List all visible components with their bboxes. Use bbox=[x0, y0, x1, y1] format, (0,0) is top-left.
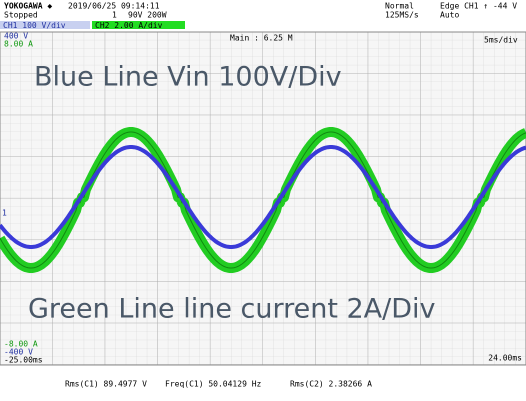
ch1-label: CH1 100 V/div bbox=[3, 21, 66, 30]
datetime: 2019/06/25 09:14:11 bbox=[68, 2, 160, 11]
record: Main : 6.25 M bbox=[230, 34, 293, 43]
trigger-mode: Auto bbox=[440, 11, 459, 20]
t-start: -25.00ms bbox=[4, 356, 43, 365]
measurement: Freq(C1) 50.04129 Hz bbox=[165, 380, 262, 389]
ch2-bottom: -8.00 A bbox=[4, 340, 38, 349]
ch1-bottom: -400 V bbox=[4, 348, 33, 357]
screen-labels: 400 V 8.00 A Main : 6.25 M 5ms/div 1 -8.… bbox=[2, 32, 522, 365]
measurements: Rms(C1) 89.4977 V Freq(C1) 50.04129 Hz R… bbox=[65, 380, 372, 389]
header: YOKOGAWA ◆ 2019/06/25 09:14:11 Stopped 1… bbox=[0, 2, 517, 30]
brand: YOKOGAWA ◆ bbox=[4, 2, 52, 11]
trigger: Edge CH1 ↑ -44 V bbox=[440, 2, 517, 11]
t-end: 24.00ms bbox=[488, 354, 522, 363]
ch2-top: 8.00 A bbox=[4, 40, 33, 49]
measurement: Rms(C2) 2.38266 A bbox=[290, 380, 372, 389]
timebase: 5ms/div bbox=[484, 36, 518, 45]
ch1-box bbox=[0, 21, 90, 29]
rate: 125MS/s bbox=[385, 11, 419, 20]
ch1-top: 400 V bbox=[4, 32, 28, 41]
ch2-box bbox=[92, 21, 185, 29]
setting: 90V 200W bbox=[128, 11, 167, 20]
mode: Normal bbox=[385, 2, 414, 11]
screen-border bbox=[0, 31, 526, 366]
note-bottom: Green Line line current 2A/Div bbox=[28, 294, 436, 325]
ch2-label: CH2 2.00 A/div bbox=[95, 21, 163, 30]
voltage-trace bbox=[0, 145, 526, 249]
measurement: Rms(C1) 89.4977 V bbox=[65, 380, 147, 389]
status: Stopped bbox=[4, 11, 38, 20]
count: 1 bbox=[112, 11, 117, 20]
note-top: Blue Line Vin 100V/Div bbox=[34, 62, 342, 93]
level-marker: 1 bbox=[2, 209, 7, 218]
